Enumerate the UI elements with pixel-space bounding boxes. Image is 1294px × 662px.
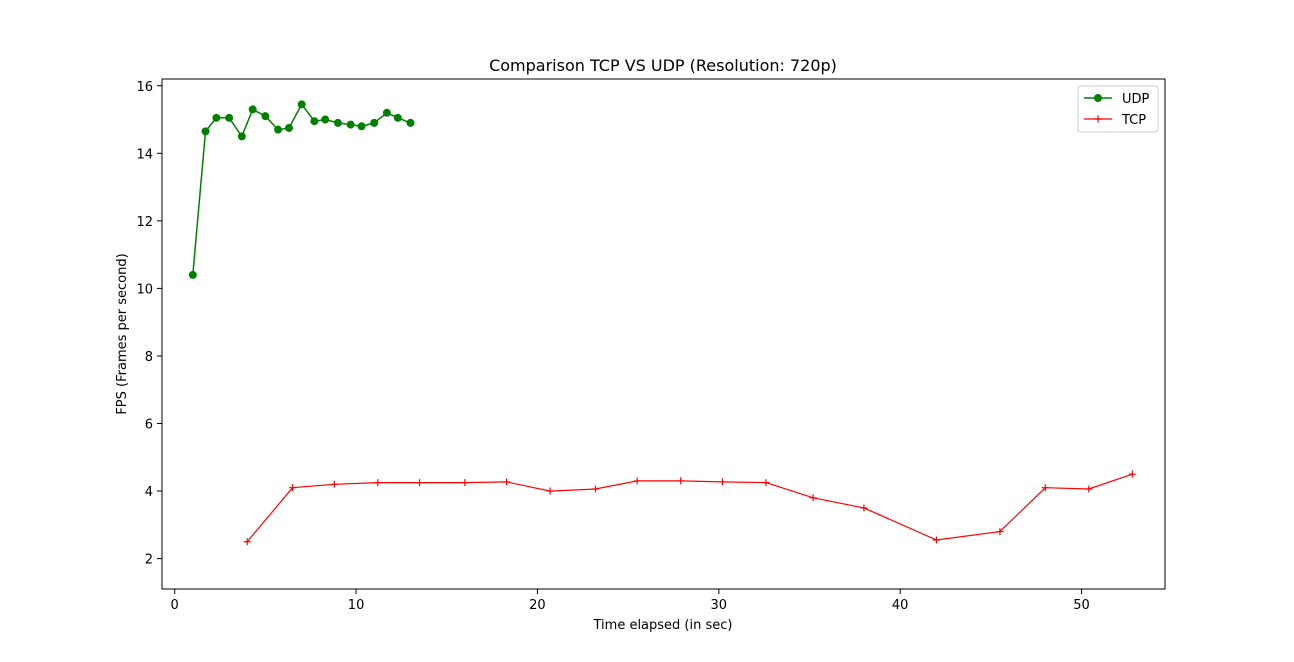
tcp-point: [996, 528, 1004, 536]
chart-title: Comparison TCP VS UDP (Resolution: 720p): [489, 56, 837, 75]
y-tick-label: 2: [145, 553, 153, 568]
udp-point: [321, 115, 330, 124]
series-layer: [188, 100, 1136, 546]
udp-point: [248, 105, 257, 114]
udp-point: [261, 112, 270, 121]
y-axis: 2 4 6 8 10 12 14 16: [136, 80, 162, 568]
y-axis-label: FPS (Frames per second): [115, 253, 130, 414]
tcp-point: [718, 478, 726, 486]
udp-point: [333, 118, 342, 127]
y-tick-label: 12: [136, 215, 153, 230]
legend-udp-label: UDP: [1122, 92, 1150, 107]
y-tick-label: 8: [145, 350, 153, 365]
tcp-point: [1128, 470, 1136, 478]
udp-point: [357, 122, 366, 131]
y-tick-label: 10: [136, 282, 153, 297]
udp-point: [201, 127, 210, 136]
udp-point: [370, 118, 379, 127]
udp-point: [310, 117, 319, 126]
x-tick-label: 50: [1073, 598, 1090, 613]
y-tick-label: 4: [145, 485, 153, 500]
tcp-point: [762, 479, 770, 487]
x-axis: 0 10 20 30 40 50: [171, 589, 1090, 613]
legend: UDP TCP: [1077, 85, 1159, 133]
legend-tcp-marker: [1094, 115, 1102, 123]
x-axis-label: Time elapsed (in sec): [593, 618, 733, 633]
tcp-point: [932, 536, 940, 544]
tcp-point: [503, 478, 511, 486]
udp-point: [212, 113, 221, 122]
tcp-line: [246, 473, 1133, 543]
tcp-point: [243, 538, 251, 546]
x-tick-label: 20: [529, 598, 546, 613]
x-tick-label: 30: [711, 598, 728, 613]
udp-point: [225, 113, 234, 122]
tcp-point: [809, 494, 817, 502]
udp-point: [297, 100, 306, 109]
udp-point: [284, 123, 293, 132]
y-tick-label: 16: [136, 80, 153, 95]
tcp-point: [860, 504, 868, 512]
series-udp: [188, 100, 415, 279]
x-tick-label: 0: [171, 598, 179, 613]
plot-area: [161, 78, 1166, 590]
x-tick-label: 40: [892, 598, 909, 613]
legend-udp-marker: [1094, 94, 1102, 102]
tcp-point: [289, 484, 297, 492]
udp-point: [237, 132, 246, 141]
tcp-point: [461, 479, 469, 487]
tcp-point: [1041, 484, 1049, 492]
x-tick-label: 10: [348, 598, 365, 613]
udp-point: [346, 120, 355, 129]
udp-point: [188, 270, 197, 279]
tcp-point: [416, 479, 424, 487]
tcp-point: [546, 487, 554, 495]
tcp-point: [374, 479, 382, 487]
series-tcp: [243, 470, 1136, 546]
udp-point: [274, 125, 283, 134]
tcp-point: [1085, 485, 1093, 493]
tcp-point: [677, 477, 685, 485]
udp-point: [382, 108, 391, 117]
legend-tcp-label: TCP: [1121, 113, 1146, 128]
udp-point: [406, 118, 415, 127]
tcp-point: [330, 480, 338, 488]
tcp-point: [633, 477, 641, 485]
y-tick-label: 6: [145, 418, 153, 433]
y-tick-label: 14: [136, 147, 153, 162]
tcp-point: [591, 485, 599, 493]
udp-point: [393, 113, 402, 122]
